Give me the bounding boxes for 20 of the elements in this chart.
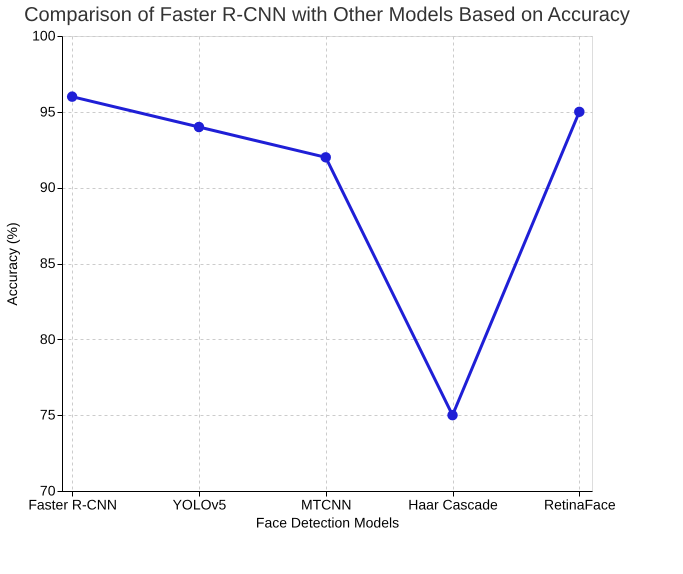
y-tick-label: 90 — [40, 179, 56, 196]
y-tick-label: 70 — [40, 482, 56, 498]
y-tick-label: 75 — [40, 406, 56, 423]
x-tick-label: YOLOv5 — [172, 496, 226, 512]
point — [320, 152, 331, 163]
x-tick-label: Faster R-CNN — [28, 496, 117, 512]
point — [447, 410, 458, 420]
y-axis-title: Accuracy (%) — [4, 222, 20, 306]
point — [574, 106, 585, 118]
y-tick-label: 85 — [40, 255, 56, 271]
point — [194, 122, 204, 132]
y-tick-label: 100 — [32, 28, 56, 44]
x-tick-label: RetinaFace — [544, 496, 616, 512]
point — [66, 91, 78, 102]
x-tick-label: Haar Cascade — [408, 496, 498, 512]
chart-title: Comparison of Faster R-CNN with Other Models Based on Accuracy — [24, 4, 630, 26]
x-tick-label: MTCNN — [300, 496, 352, 512]
y-tick-label: 80 — [40, 330, 56, 347]
x-axis-title: Face Detection Models — [256, 514, 400, 530]
y-tick-label: 95 — [40, 103, 56, 120]
